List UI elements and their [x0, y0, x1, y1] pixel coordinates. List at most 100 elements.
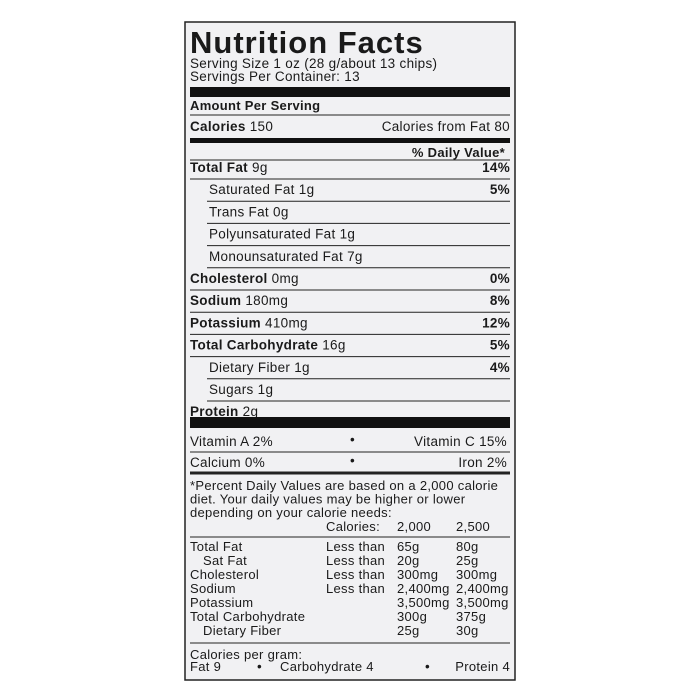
calories-per-gram-item: Protein 4 [455, 659, 510, 674]
table-value: 20g [397, 553, 420, 568]
table-nutrient: Dietary Fiber [203, 623, 282, 638]
nutrient-row: Dietary Fiber 1g [209, 360, 310, 375]
nutrient-name: Trans Fat [209, 204, 269, 219]
bullet: • [425, 659, 430, 674]
nutrient-amount: 2g [243, 404, 259, 419]
serving-size: Serving Size 1 oz (28 g/about 13 chips) [190, 56, 437, 71]
daily-value: 0% [490, 271, 510, 286]
label-panel [184, 21, 516, 681]
vitamin: Vitamin C 15% [414, 434, 507, 449]
nutrient-amount: 1g [258, 382, 274, 397]
nutrient-row: Polyunsaturated Fat 1g [209, 227, 355, 242]
medium-rule [190, 138, 510, 143]
calories-per-gram-item: Carbohydrate 4 [280, 659, 374, 674]
table-header: Calories: [326, 519, 380, 534]
nutrient-amount: 1g [294, 360, 310, 375]
table-header: 2,000 [397, 519, 431, 534]
table-nutrient: Total Fat [190, 539, 243, 554]
calories-per-gram-label: Calories per gram: [190, 647, 302, 662]
table-limit: Less than [326, 553, 385, 568]
vitamin: Iron 2% [458, 455, 507, 470]
table-nutrient: Potassium [190, 595, 253, 610]
title: Nutrition Facts [190, 25, 424, 60]
nutrient-amount: 410mg [265, 315, 308, 330]
nutrient-amount: 180mg [245, 293, 288, 308]
nutrient-amount: 0g [273, 204, 289, 219]
nutrient-row: Trans Fat 0g [209, 204, 289, 219]
table-value: 80g [456, 539, 479, 554]
footnote-line: depending on your calorie needs: [190, 505, 392, 520]
table-nutrient: Sat Fat [203, 553, 247, 568]
table-limit: Less than [326, 567, 385, 582]
nutrient-name: Protein [190, 404, 239, 419]
daily-value: 8% [490, 293, 510, 308]
vitamin: Calcium 0% [190, 455, 265, 470]
bullet: • [350, 432, 355, 447]
nutrient-name: Polyunsaturated Fat [209, 227, 336, 242]
table-nutrient: Total Carbohydrate [190, 609, 305, 624]
calories-label: Calories [190, 119, 246, 134]
table-value: 2,400mg [456, 581, 509, 596]
nutrient-name: Monounsaturated Fat [209, 249, 343, 264]
bullet: • [350, 453, 355, 468]
nutrient-name: Sugars [209, 382, 254, 397]
nutrient-name: Cholesterol [190, 271, 268, 286]
calories-row: Calories 150 [190, 119, 273, 134]
nutrient-name: Potassium [190, 315, 261, 330]
nutrient-amount: 16g [322, 338, 345, 353]
table-value: 65g [397, 539, 420, 554]
nutrient-name: Sodium [190, 293, 241, 308]
nutrient-row: Sugars 1g [209, 382, 273, 397]
table-value: 25g [397, 623, 420, 638]
table-value: 2,400mg [397, 581, 450, 596]
nutrient-amount: 1g [340, 227, 356, 242]
table-value: 300mg [397, 567, 438, 582]
table-value: 30g [456, 623, 479, 638]
nutrient-row: Total Fat 9g [190, 160, 268, 175]
thick-rule [190, 417, 510, 428]
table-header: 2,500 [456, 519, 490, 534]
amount-per-serving: Amount Per Serving [190, 98, 320, 113]
servings-per-container: Servings Per Container: 13 [190, 69, 360, 84]
table-value: 375g [456, 609, 486, 624]
nutrient-row: Potassium 410mg [190, 315, 308, 330]
nutrient-row: Cholesterol 0mg [190, 271, 299, 286]
table-value: 300mg [456, 567, 497, 582]
table-value: 25g [456, 553, 479, 568]
nutrient-amount: 9g [252, 160, 268, 175]
table-limit: Less than [326, 581, 385, 596]
nutrient-amount: 7g [347, 249, 363, 264]
table-nutrient: Cholesterol [190, 567, 259, 582]
footnote-line: diet. Your daily values may be higher or… [190, 492, 466, 507]
daily-value: 4% [490, 360, 510, 375]
daily-value: 14% [482, 160, 510, 175]
nutrient-name: Total Fat [190, 160, 248, 175]
table-value: 3,500mg [397, 595, 450, 610]
nutrient-row: Protein 2g [190, 404, 258, 419]
vitamin: Vitamin A 2% [190, 434, 273, 449]
nutrient-row: Total Carbohydrate 16g [190, 338, 346, 353]
nutrient-row: Sodium 180mg [190, 293, 288, 308]
nutrient-name: Dietary Fiber [209, 360, 290, 375]
daily-value: 5% [490, 182, 510, 197]
calories-from-fat: Calories from Fat 80 [382, 119, 510, 134]
nutrient-row: Saturated Fat 1g [209, 182, 314, 197]
daily-value: 12% [482, 315, 510, 330]
table-value: 300g [397, 609, 427, 624]
bullet: • [257, 659, 262, 674]
footnote-line: *Percent Daily Values are based on a 2,0… [190, 478, 498, 493]
daily-value-header: % Daily Value* [412, 145, 506, 160]
daily-value: 5% [490, 338, 510, 353]
table-limit: Less than [326, 539, 385, 554]
nutrient-row: Monounsaturated Fat 7g [209, 249, 363, 264]
nutrient-amount: 1g [299, 182, 315, 197]
table-value: 3,500mg [456, 595, 509, 610]
nutrient-name: Saturated Fat [209, 182, 295, 197]
nutrient-name: Total Carbohydrate [190, 338, 318, 353]
nutrient-amount: 0mg [272, 271, 299, 286]
calories-value: 150 [250, 119, 273, 134]
calories-per-gram-item: Fat 9 [190, 659, 221, 674]
thick-rule [190, 87, 510, 97]
